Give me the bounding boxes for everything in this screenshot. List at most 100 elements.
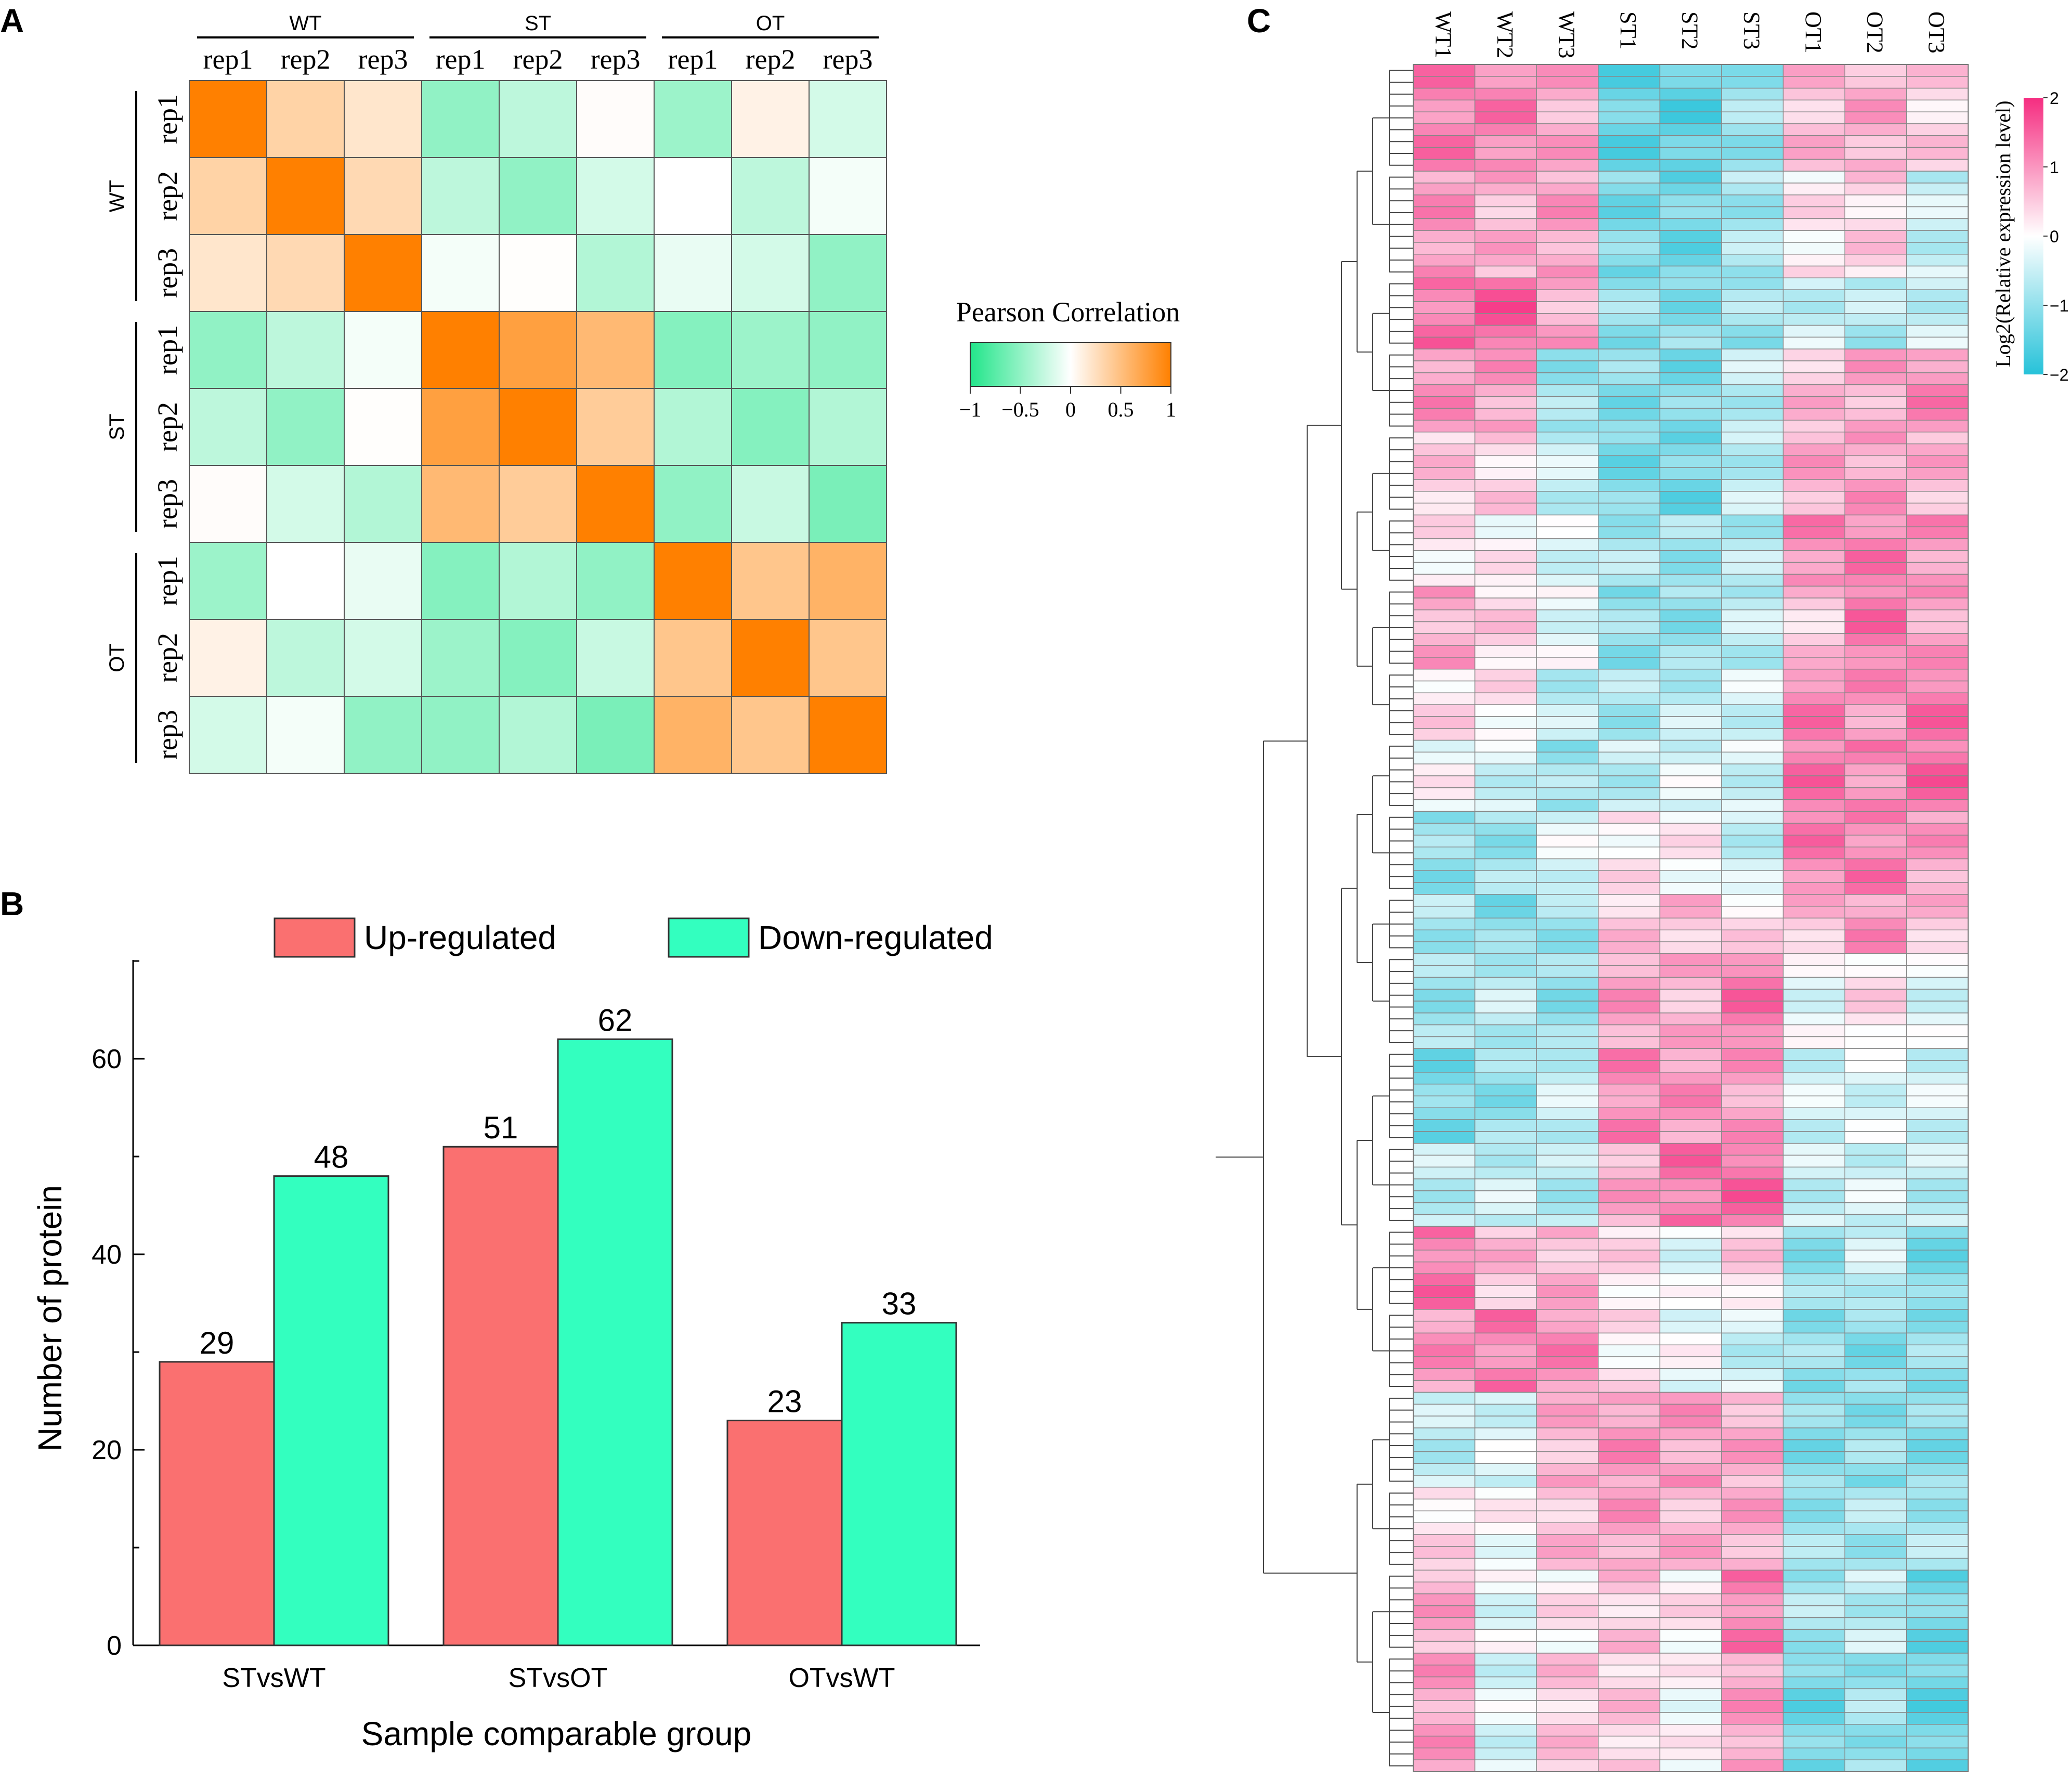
expr-cell-133-3: [1598, 1641, 1661, 1654]
expr-cell-15-8: [1906, 242, 1969, 255]
expr-cell-13-4: [1659, 218, 1722, 231]
expr-cell-39-7: [1844, 526, 1907, 539]
expr-cell-108-3: [1598, 1344, 1661, 1357]
expr-cell-107-8: [1906, 1332, 1969, 1346]
expr-cell-128-1: [1474, 1581, 1537, 1594]
expr-cell-48-0: [1413, 633, 1476, 646]
expr-cell-50-3: [1598, 657, 1661, 670]
expr-cell-136-6: [1782, 1676, 1845, 1690]
expr-cell-35-0: [1413, 479, 1476, 492]
expr-cell-26-1: [1474, 372, 1537, 385]
expr-cell-27-5: [1721, 384, 1784, 397]
expr-cell-37-7: [1844, 502, 1907, 516]
expr-cell-75-0: [1413, 953, 1476, 966]
corr-cell-4-3: [421, 388, 500, 466]
expr-cell-30-4: [1659, 420, 1722, 433]
expression-heatmap: WT1 WT2 WT3 ST1 ST2 ST3 OT1 OT2 OT3: [1216, 11, 1969, 1772]
corr-cell-8-7: [731, 696, 810, 774]
expr-cell-0-7: [1844, 64, 1907, 77]
left-rep-label: rep1: [152, 556, 183, 606]
expr-cell-119-8: [1906, 1475, 1969, 1488]
expr-cell-9-4: [1659, 171, 1722, 184]
expr-cell-21-6: [1782, 313, 1845, 326]
expr-cell-117-7: [1844, 1451, 1907, 1464]
expr-cell-109-7: [1844, 1356, 1907, 1369]
expr-cell-85-4: [1659, 1072, 1722, 1085]
expr-cell-48-3: [1598, 633, 1661, 646]
expr-cell-111-1: [1474, 1380, 1537, 1393]
expr-cell-139-0: [1413, 1712, 1476, 1725]
expr-cell-141-8: [1906, 1735, 1969, 1749]
expr-cell-17-6: [1782, 265, 1845, 279]
expr-cell-113-5: [1721, 1404, 1784, 1417]
expr-cell-130-5: [1721, 1605, 1784, 1618]
expr-cell-87-2: [1536, 1095, 1599, 1109]
expr-cell-11-1: [1474, 194, 1537, 207]
expr-cell-36-8: [1906, 491, 1969, 504]
expr-cell-66-4: [1659, 846, 1722, 860]
corr-cell-7-2: [344, 619, 422, 697]
left-group-label: WT: [106, 180, 128, 212]
expr-cell-133-2: [1536, 1641, 1599, 1654]
expr-cell-98-0: [1413, 1226, 1476, 1239]
expr-cell-22-2: [1536, 324, 1599, 338]
top-rep-label: rep3: [358, 44, 408, 75]
corr-cell-3-2: [344, 311, 422, 389]
expr-cell-48-4: [1659, 633, 1722, 646]
expr-cell-83-0: [1413, 1048, 1476, 1061]
expr-cell-110-0: [1413, 1368, 1476, 1381]
expr-cell-37-8: [1906, 502, 1969, 516]
expr-cell-40-4: [1659, 538, 1722, 551]
expr-cell-14-5: [1721, 230, 1784, 243]
expr-cell-60-2: [1536, 775, 1599, 788]
expr-cell-39-4: [1659, 526, 1722, 539]
expr-cell-130-4: [1659, 1605, 1722, 1618]
expr-cell-121-3: [1598, 1498, 1661, 1512]
expr-cell-133-7: [1844, 1641, 1907, 1654]
expr-cell-139-8: [1906, 1712, 1969, 1725]
corr-cell-4-4: [499, 388, 577, 466]
expr-cell-102-0: [1413, 1273, 1476, 1287]
expr-cell-35-5: [1721, 479, 1784, 492]
expr-cell-82-4: [1659, 1036, 1722, 1049]
expr-cell-35-8: [1906, 479, 1969, 492]
expr-cell-120-8: [1906, 1487, 1969, 1500]
expr-cell-20-0: [1413, 301, 1476, 314]
expr-cell-139-6: [1782, 1712, 1845, 1725]
expr-cell-120-3: [1598, 1487, 1661, 1500]
expr-cell-115-0: [1413, 1427, 1476, 1440]
expr-cell-35-4: [1659, 479, 1722, 492]
expression-colorbar-title: Log2(Relative expression level): [1991, 100, 2015, 367]
expr-cell-73-5: [1721, 929, 1784, 942]
expr-cell-98-1: [1474, 1226, 1537, 1239]
expr-cell-65-4: [1659, 835, 1722, 848]
expr-cell-95-5: [1721, 1190, 1784, 1203]
expr-cell-85-2: [1536, 1072, 1599, 1085]
expr-cell-10-7: [1844, 183, 1907, 196]
expr-cell-77-6: [1782, 977, 1845, 990]
expr-cell-56-6: [1782, 728, 1845, 741]
expr-cell-35-7: [1844, 479, 1907, 492]
expr-cell-54-8: [1906, 704, 1969, 717]
expr-cell-92-6: [1782, 1154, 1845, 1168]
corr-cell-2-5: [576, 234, 655, 312]
colorbar-tick-label: 0: [2050, 227, 2059, 246]
expr-cell-97-2: [1536, 1214, 1599, 1227]
corr-cell-5-7: [731, 465, 810, 543]
expr-column-label: OT1: [1801, 11, 1826, 54]
expr-cell-94-0: [1413, 1178, 1476, 1191]
expr-cell-22-7: [1844, 324, 1907, 338]
expr-cell-21-0: [1413, 313, 1476, 326]
expr-cell-17-5: [1721, 265, 1784, 279]
expr-cell-30-5: [1721, 420, 1784, 433]
expr-cell-39-0: [1413, 526, 1476, 539]
expr-cell-95-6: [1782, 1190, 1845, 1203]
expr-cell-2-8: [1906, 87, 1969, 101]
expr-cell-119-3: [1598, 1475, 1661, 1488]
expr-cell-99-1: [1474, 1238, 1537, 1251]
expr-cell-131-8: [1906, 1617, 1969, 1630]
expr-cell-63-6: [1782, 811, 1845, 824]
expr-cell-49-8: [1906, 645, 1969, 658]
expr-cell-112-7: [1844, 1392, 1907, 1405]
expr-cell-0-5: [1721, 64, 1784, 77]
